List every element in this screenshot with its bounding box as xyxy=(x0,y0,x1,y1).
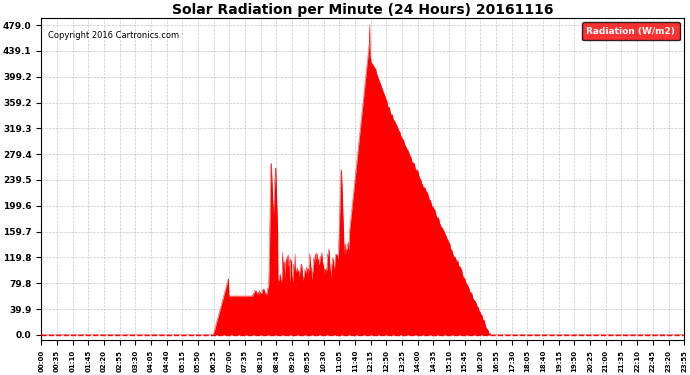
Text: Copyright 2016 Cartronics.com: Copyright 2016 Cartronics.com xyxy=(48,31,179,40)
Title: Solar Radiation per Minute (24 Hours) 20161116: Solar Radiation per Minute (24 Hours) 20… xyxy=(172,3,553,17)
Legend: Radiation (W/m2): Radiation (W/m2) xyxy=(582,22,680,40)
